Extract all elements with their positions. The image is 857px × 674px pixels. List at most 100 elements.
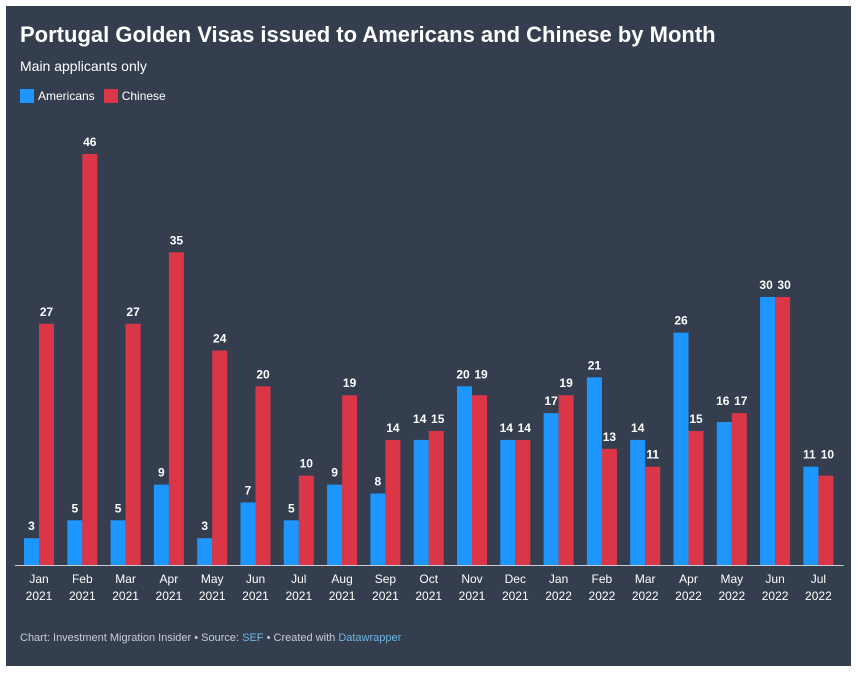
x-tick-label-month: Jun: [765, 572, 784, 586]
x-tick-label-year: 2022: [545, 589, 572, 603]
bar-chinese: [82, 154, 98, 565]
x-tick-label-year: 2021: [329, 589, 356, 603]
x-tick-label-month: Mar: [115, 572, 136, 586]
bar-chinese: [298, 475, 314, 565]
data-label-americans: 5: [71, 501, 78, 515]
bar-chinese: [342, 395, 358, 565]
data-label-americans: 21: [588, 358, 602, 372]
data-label-americans: 17: [544, 394, 558, 408]
legend-label-americans: Americans: [38, 89, 95, 103]
bar-americans: [67, 520, 83, 565]
chart-panel: Portugal Golden Visas issued to American…: [6, 6, 851, 666]
bar-americans: [586, 377, 602, 565]
data-label-chinese: 35: [170, 233, 184, 247]
bar-chinese: [39, 323, 54, 565]
bar-americans: [500, 439, 516, 565]
data-label-americans: 14: [631, 421, 645, 435]
bar-americans: [197, 538, 213, 565]
x-tick-label-month: Sep: [375, 572, 397, 586]
x-tick-label-year: 2021: [156, 589, 183, 603]
x-tick-label-year: 2022: [675, 589, 702, 603]
x-tick-label-month: Feb: [592, 572, 613, 586]
bar-americans: [457, 386, 472, 565]
footer-sep-source: • Source:: [191, 632, 243, 644]
x-tick-label-year: 2022: [632, 589, 659, 603]
data-label-americans: 3: [28, 519, 35, 533]
data-label-americans: 5: [115, 501, 122, 515]
bar-chinese: [645, 466, 661, 565]
data-label-chinese: 30: [777, 278, 791, 292]
data-label-americans: 7: [245, 483, 252, 497]
x-tick-label-month: May: [201, 572, 224, 586]
x-tick-label-year: 2022: [589, 589, 616, 603]
bar-chinese: [472, 395, 487, 565]
data-label-chinese: 14: [386, 421, 400, 435]
data-label-americans: 5: [288, 501, 295, 515]
bar-chinese: [775, 296, 791, 565]
bar-chinese: [212, 350, 228, 565]
x-tick-label-month: Jul: [811, 572, 826, 586]
x-tick-label-month: Nov: [461, 572, 482, 586]
data-label-americans: 26: [674, 314, 688, 328]
x-tick-label-month: Jun: [246, 572, 265, 586]
x-tick-label-year: 2021: [112, 589, 139, 603]
bar-chinese: [515, 439, 531, 565]
bar-chart: 327Jan2021546Feb2021527Mar2021935Apr2021…: [15, 135, 844, 603]
x-tick-label-month: May: [720, 572, 743, 586]
x-tick-label-month: Apr: [160, 572, 179, 586]
x-tick-label-year: 2021: [285, 589, 312, 603]
source-link[interactable]: SEF: [242, 632, 264, 644]
data-label-chinese: 19: [474, 367, 488, 381]
x-tick-label-month: Oct: [419, 572, 438, 586]
x-tick-label-month: Jan: [549, 572, 568, 586]
bar-americans: [803, 466, 819, 565]
x-tick-label-month: Dec: [505, 572, 526, 586]
x-tick-label-year: 2021: [502, 589, 529, 603]
footer-credit: Chart: Investment Migration Insider: [20, 632, 192, 644]
data-label-chinese: 14: [518, 421, 532, 435]
data-label-americans: 16: [716, 394, 730, 408]
bar-americans: [153, 484, 169, 565]
bar-chinese: [125, 323, 141, 565]
data-label-chinese: 17: [734, 394, 748, 408]
x-tick-label-year: 2021: [242, 589, 269, 603]
bar-americans: [716, 422, 732, 565]
bar-americans: [760, 296, 776, 565]
data-label-chinese: 24: [213, 332, 227, 346]
bar-americans: [327, 484, 343, 565]
legend-swatch-americans: [20, 89, 34, 103]
legend-item-chinese: Chinese: [103, 89, 166, 103]
data-label-chinese: 19: [343, 376, 357, 390]
data-label-americans: 9: [158, 466, 165, 480]
chart-footer: Chart: Investment Migration Insider • So…: [20, 632, 401, 644]
bar-americans: [413, 439, 429, 565]
x-tick-label-month: Apr: [679, 572, 698, 586]
bar-americans: [110, 520, 126, 565]
data-label-americans: 30: [759, 278, 773, 292]
bar-chinese: [558, 395, 574, 565]
bar-chinese: [731, 413, 747, 565]
x-tick-label-month: Mar: [635, 572, 656, 586]
x-tick-label-month: Aug: [331, 572, 352, 586]
data-label-americans: 11: [803, 448, 816, 462]
data-label-americans: 9: [331, 466, 338, 480]
x-tick-label-year: 2021: [372, 589, 399, 603]
bar-chinese: [385, 439, 401, 565]
data-label-chinese: 27: [126, 305, 140, 319]
x-tick-label-year: 2022: [805, 589, 832, 603]
bar-chinese: [818, 475, 834, 565]
x-tick-label-year: 2022: [718, 589, 745, 603]
data-label-chinese: 15: [431, 412, 445, 426]
data-label-chinese: 20: [256, 367, 270, 381]
data-label-americans: 8: [375, 475, 382, 489]
bar-chinese: [255, 386, 271, 565]
bar-americans: [283, 520, 299, 565]
datawrapper-link[interactable]: Datawrapper: [338, 632, 402, 644]
x-tick-label-year: 2021: [199, 589, 226, 603]
data-label-chinese: 46: [83, 135, 97, 149]
data-label-chinese: 15: [689, 412, 703, 426]
bar-americans: [673, 332, 689, 565]
bar-americans: [240, 502, 256, 565]
data-label-americans: 14: [500, 421, 514, 435]
chart-legend: Americans Chinese: [20, 89, 175, 103]
